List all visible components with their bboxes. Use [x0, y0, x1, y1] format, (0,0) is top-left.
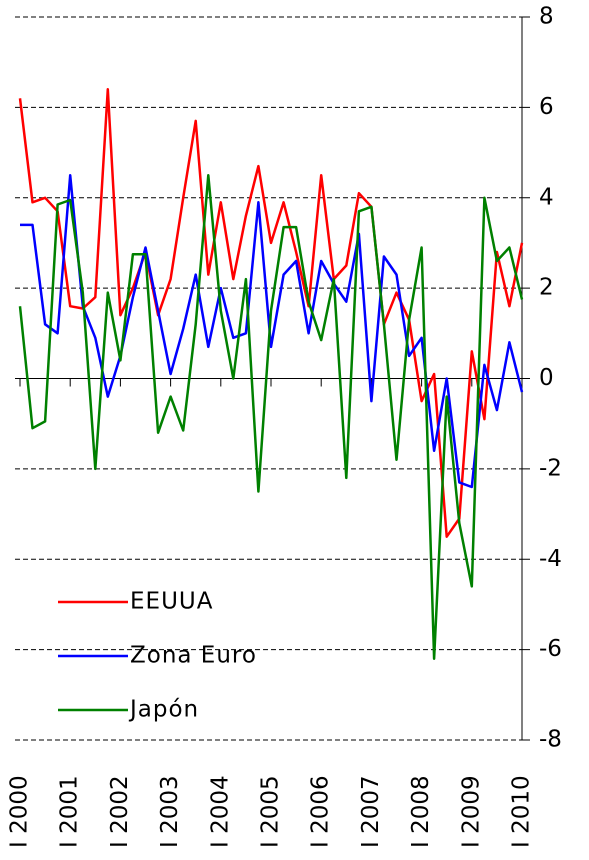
x-tick-label: I 2009 [458, 775, 484, 848]
x-tick-label: I 2001 [57, 775, 83, 848]
x-tick-label: I 2002 [107, 775, 133, 848]
x-tick-label: I 2006 [308, 775, 334, 848]
x-tick-label: I 2004 [207, 775, 233, 848]
y-tick-label: 8 [539, 4, 554, 30]
legend-label: Japón [128, 697, 199, 723]
x-tick-label: I 2003 [157, 775, 183, 848]
x-tick-label: I 2007 [358, 775, 384, 848]
x-tick-label: I 2008 [408, 775, 434, 848]
x-tick-label: I 2005 [258, 775, 284, 848]
x-tick-label: I 2000 [7, 775, 33, 848]
y-tick-label: 6 [539, 94, 554, 120]
y-tick-label: 4 [539, 184, 554, 210]
y-tick-label: -8 [539, 727, 562, 753]
y-tick-label: -4 [539, 546, 562, 572]
y-tick-label: -6 [539, 636, 562, 662]
legend-label: EEUUA [130, 589, 213, 615]
series-line [20, 173, 524, 489]
legend-label: Zona Euro [130, 643, 257, 669]
x-tick-label: I 2010 [509, 775, 535, 848]
y-tick-label: 2 [539, 275, 554, 301]
y-tick-label: -2 [539, 455, 562, 481]
y-tick-label: 0 [539, 365, 554, 391]
series-line [18, 173, 524, 660]
